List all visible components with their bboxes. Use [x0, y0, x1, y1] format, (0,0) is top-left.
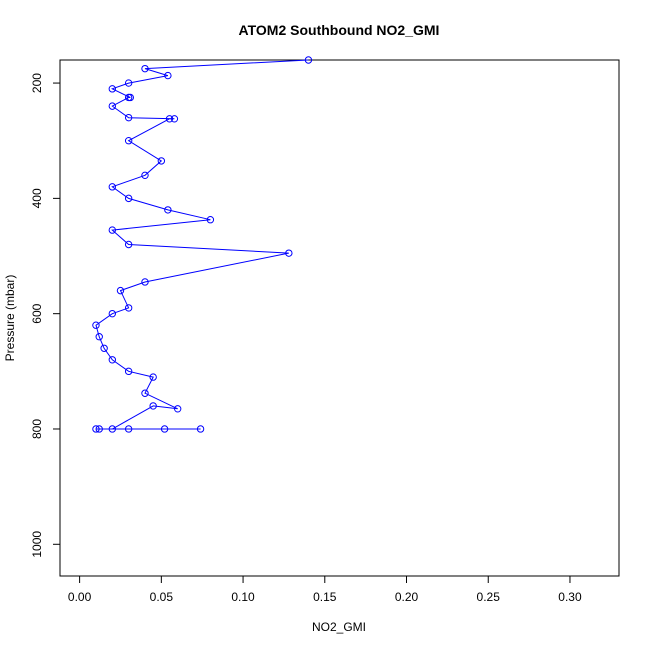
x-axis: 0.00 0.05 0.10 0.15 0.20 0.25 0.30	[68, 575, 582, 604]
y-tick-label: 800	[30, 419, 44, 439]
data-point	[124, 113, 133, 122]
data-point	[165, 115, 174, 123]
data-point	[157, 157, 166, 165]
data-point	[164, 206, 172, 214]
data-point	[124, 304, 133, 312]
x-tick-label: 0.05	[150, 590, 174, 604]
data-point	[108, 309, 117, 318]
data-point	[92, 425, 100, 433]
data-point	[164, 71, 172, 80]
data-point	[108, 425, 117, 433]
y-tick-label: 200	[30, 73, 44, 93]
data-point	[206, 216, 215, 224]
series-line	[95, 59, 309, 430]
y-tick-label: 600	[30, 303, 44, 323]
data-point	[141, 389, 149, 397]
x-tick-label: 0.30	[558, 590, 582, 604]
data-point	[100, 344, 108, 352]
data-point	[108, 102, 117, 110]
data-point	[173, 405, 182, 413]
data-point	[160, 425, 169, 433]
data-point	[124, 425, 133, 433]
data-point	[170, 115, 179, 123]
y-axis: 200 400 600 800 1000	[30, 73, 61, 558]
data-point	[304, 56, 313, 64]
x-axis-label: NO2_GMI	[312, 620, 366, 634]
x-tick-label: 0.00	[68, 590, 92, 604]
data-point	[108, 356, 117, 364]
data-point	[126, 93, 134, 102]
y-tick-label: 400	[30, 188, 44, 208]
data-point	[92, 321, 100, 329]
data-point	[124, 367, 133, 376]
data-point	[124, 137, 133, 145]
data-point	[124, 194, 133, 203]
x-tick-label: 0.20	[395, 590, 419, 604]
y-tick-label: 1000	[30, 531, 44, 558]
data-point	[141, 64, 149, 73]
data-point	[285, 249, 293, 257]
chart-title: ATOM2 Southbound NO2_GMI	[239, 22, 440, 38]
plot-frame	[59, 59, 620, 577]
data-point	[116, 286, 125, 295]
data-point	[108, 183, 117, 191]
data-layer	[92, 56, 313, 433]
data-point	[196, 425, 205, 433]
data-point	[95, 333, 103, 341]
data-point	[108, 226, 117, 234]
data-point	[95, 425, 103, 433]
data-point	[124, 79, 133, 87]
x-tick-label: 0.15	[313, 590, 337, 604]
y-axis-label: Pressure (mbar)	[3, 275, 17, 362]
data-point	[149, 373, 157, 381]
data-point	[141, 171, 149, 180]
data-point	[124, 240, 133, 249]
data-point	[141, 278, 149, 286]
data-point	[149, 402, 157, 410]
data-point	[108, 85, 117, 93]
x-tick-label: 0.25	[477, 590, 501, 604]
x-tick-label: 0.10	[231, 590, 255, 604]
